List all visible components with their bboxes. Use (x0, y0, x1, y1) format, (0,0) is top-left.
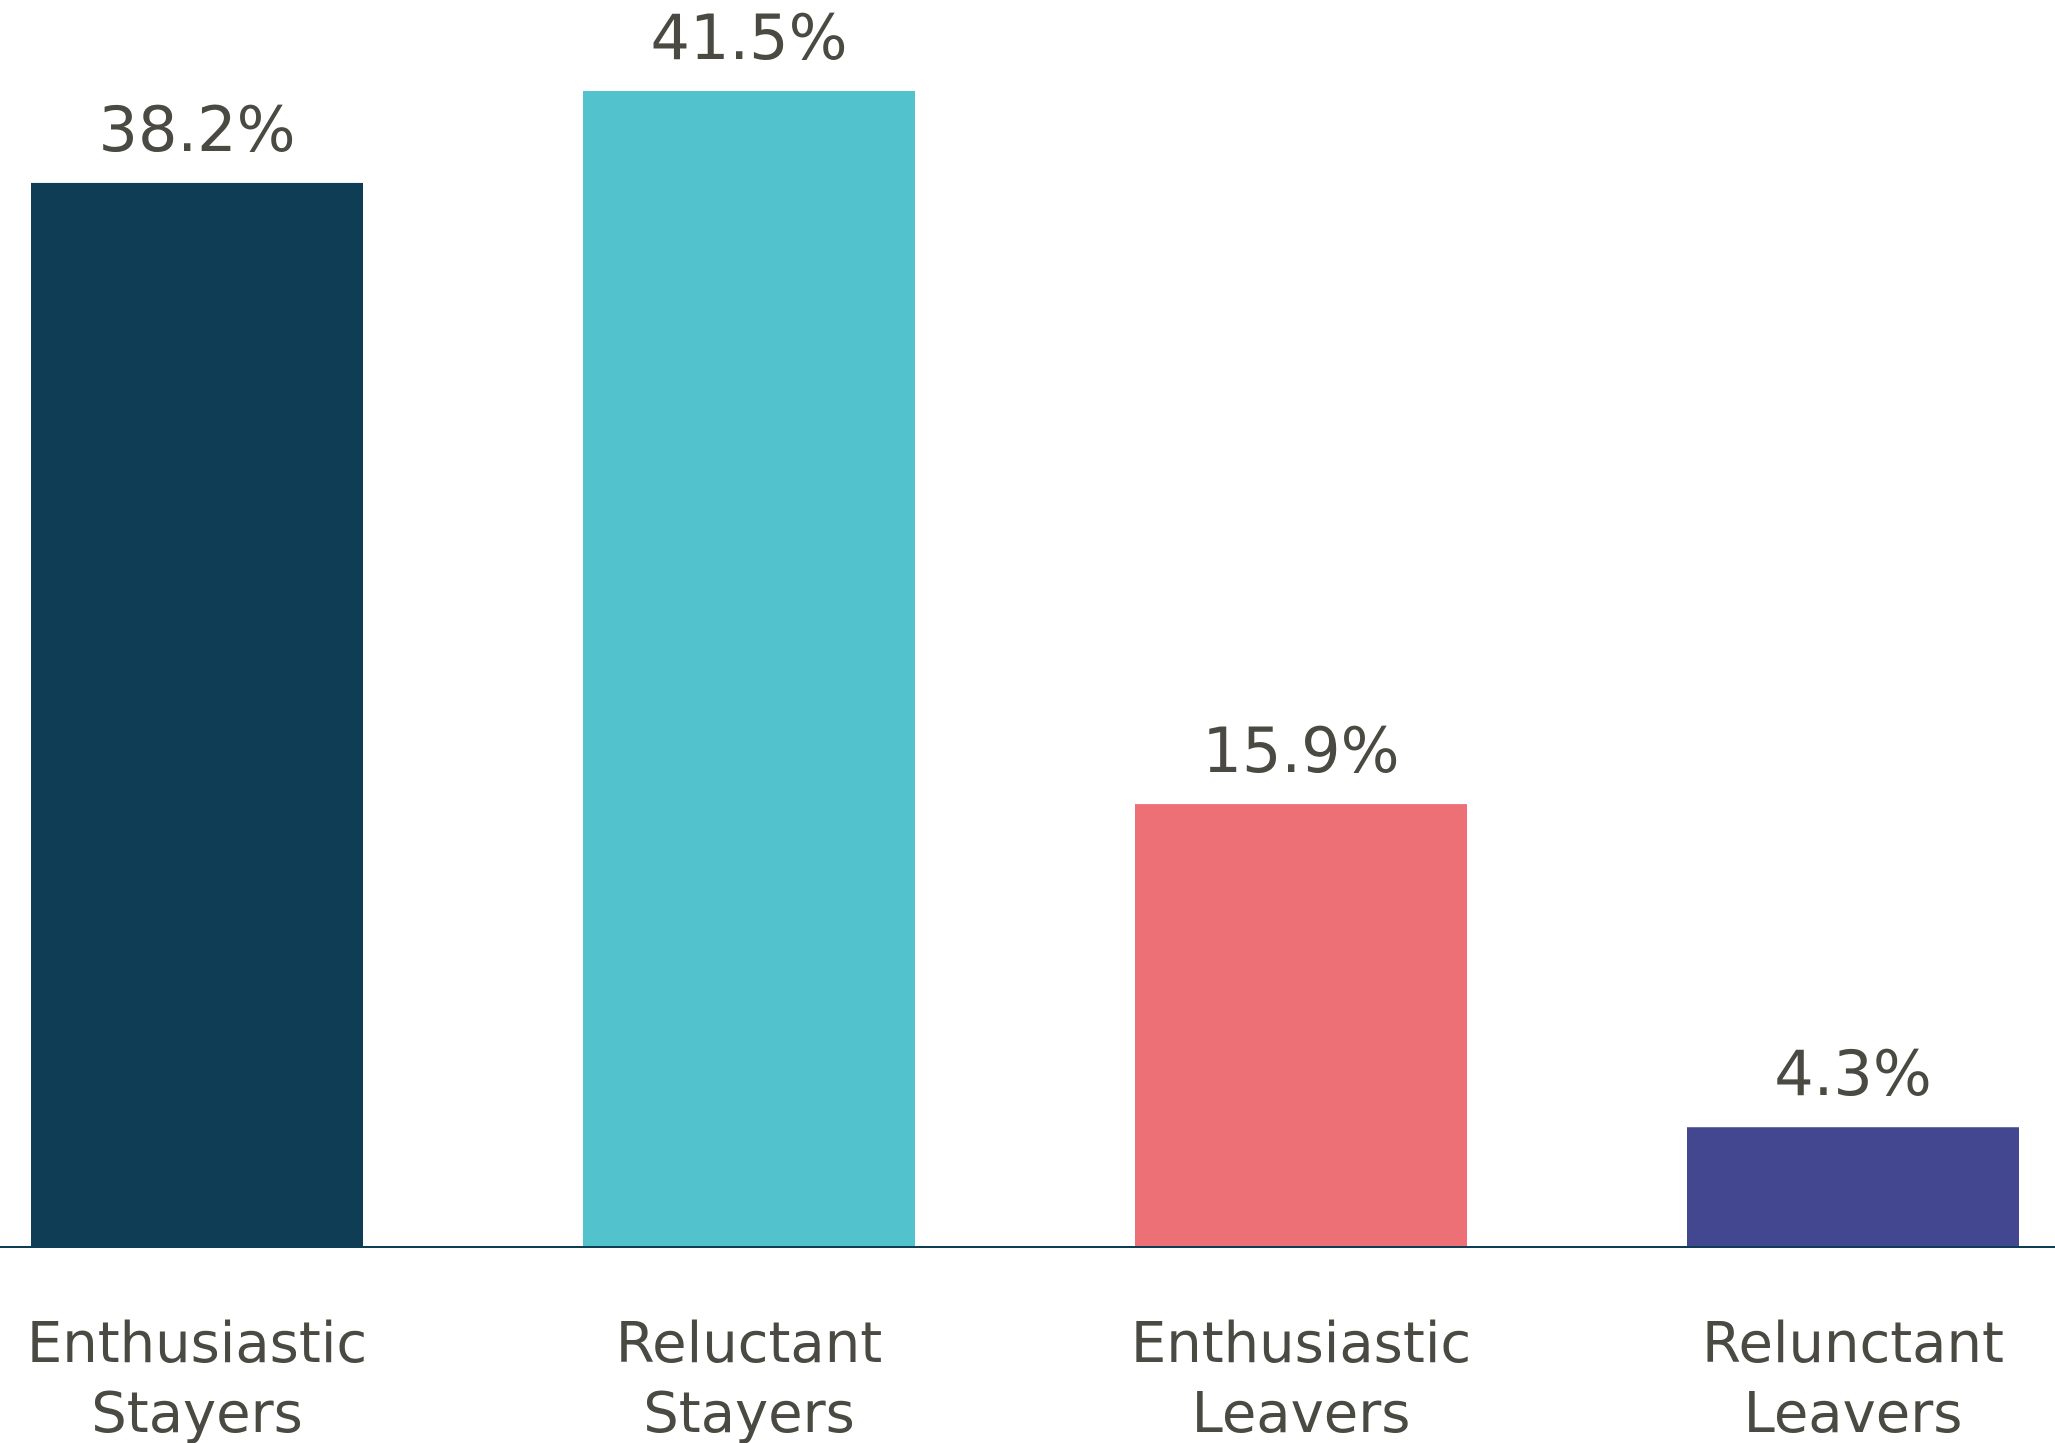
category-label-3-line-2: Leavers (1192, 1381, 1411, 1443)
bar-2 (583, 91, 915, 1247)
bar-3 (1135, 804, 1467, 1247)
value-labels-group: 38.2% 41.5% 15.9% 4.3% (99, 1, 1932, 1110)
value-label-4: 4.3% (1774, 1037, 1932, 1110)
category-label-4-line-1: Relunctant (1702, 1311, 2004, 1376)
category-label-4-line-2: Leavers (1744, 1381, 1963, 1443)
category-label-3-line-1: Enthusiastic (1131, 1311, 1471, 1376)
value-label-2: 41.5% (651, 1, 848, 74)
category-label-2-line-2: Stayers (643, 1381, 855, 1443)
bars-group (31, 91, 2019, 1248)
category-label-1-line-1: Enthusiastic (27, 1311, 367, 1376)
bar-1 (31, 182, 363, 1248)
value-label-3: 15.9% (1203, 714, 1400, 787)
category-label-2-line-1: Reluctant (616, 1311, 882, 1376)
category-labels-group: EnthusiasticStayersReluctantStayersEnthu… (27, 1311, 2004, 1443)
bar-4 (1687, 1127, 2019, 1247)
value-label-1: 38.2% (99, 93, 296, 166)
category-label-1-line-2: Stayers (91, 1381, 303, 1443)
